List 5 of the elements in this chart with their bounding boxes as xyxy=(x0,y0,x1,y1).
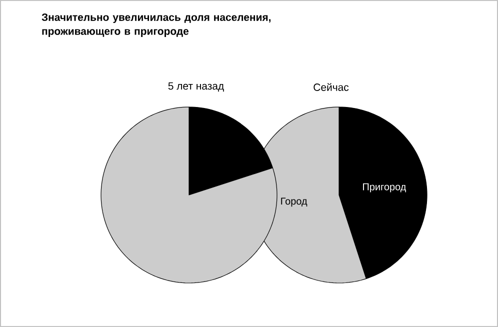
slice-label: Город xyxy=(281,198,308,207)
chart-title: Сейчас xyxy=(314,83,349,91)
chart-title: Значительно увеличилась доля населения, проживающего в пригороде xyxy=(42,14,271,37)
slice-label: Пригород xyxy=(363,183,406,192)
chart-subtitle: 5 лет назад xyxy=(168,82,224,92)
